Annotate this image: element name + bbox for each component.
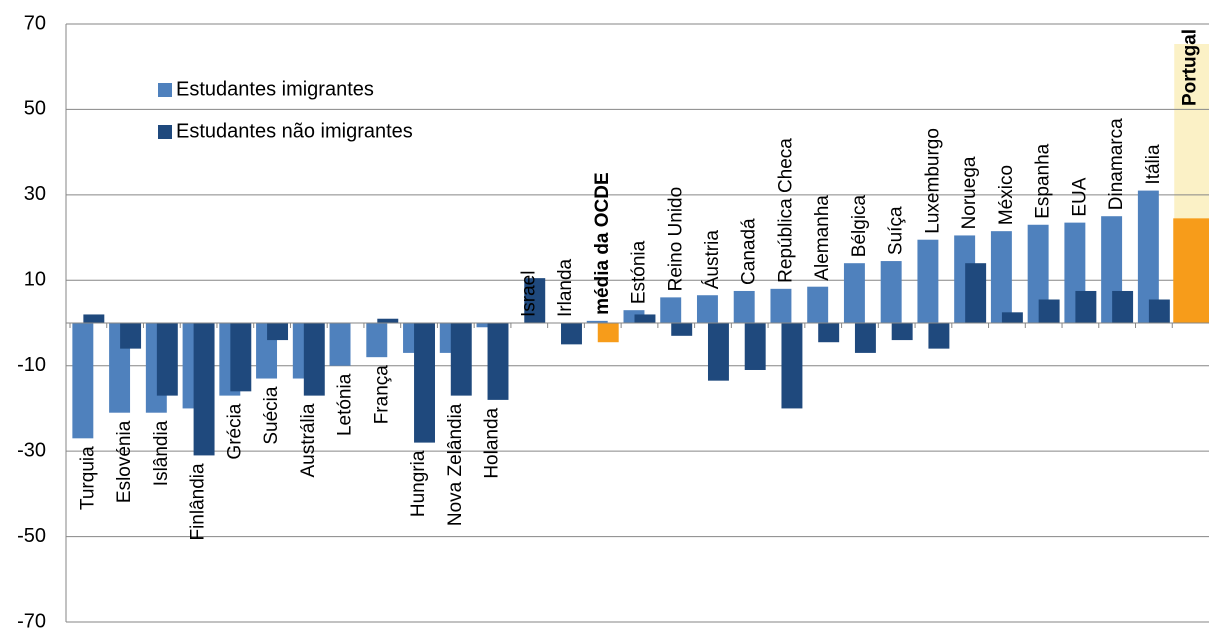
category-label: Grécia	[224, 403, 245, 459]
category-label: Canadá	[739, 218, 760, 285]
bar	[487, 323, 509, 400]
bar	[744, 323, 766, 370]
bar	[1038, 299, 1060, 323]
bar	[1027, 224, 1049, 323]
bar	[230, 323, 252, 392]
bar	[450, 323, 472, 396]
category-label: Letónia	[335, 373, 356, 436]
bar	[818, 323, 840, 343]
y-tick-label: -30	[17, 439, 46, 461]
y-tick-label: 30	[24, 183, 46, 205]
category-label: Estónia	[629, 240, 650, 304]
bar	[1137, 190, 1159, 323]
y-tick-label: -10	[17, 354, 46, 376]
bar	[990, 231, 1012, 323]
bar	[193, 323, 215, 456]
category-label: França	[371, 365, 392, 425]
category-label: média da OCDE	[592, 172, 613, 315]
bar	[781, 323, 803, 409]
bar	[1148, 299, 1170, 323]
category-label: Holanda	[482, 407, 503, 478]
category-label: Austrália	[298, 403, 319, 477]
category-label: República Checa	[775, 138, 796, 283]
category-label: México	[996, 165, 1017, 225]
category-label: Turquia	[77, 446, 98, 510]
bar	[634, 314, 656, 323]
bar	[770, 288, 792, 323]
bar	[524, 278, 546, 323]
bar	[880, 261, 902, 323]
category-label: Hungria	[408, 450, 429, 517]
bar	[965, 263, 987, 323]
y-tick-label: 70	[24, 12, 46, 34]
category-label: Suécia	[261, 386, 282, 445]
category-label: Áustria	[702, 230, 723, 290]
bar	[660, 297, 682, 323]
bar	[1173, 218, 1209, 323]
y-tick-label: -70	[17, 610, 46, 628]
bar	[707, 323, 729, 381]
bar	[414, 323, 435, 443]
legend-swatch	[158, 83, 172, 97]
y-tick-label: -50	[17, 525, 46, 547]
y-tick-label: 50	[24, 98, 46, 120]
bar	[1112, 290, 1134, 323]
y-tick-label: 10	[24, 269, 46, 291]
bar	[303, 323, 325, 396]
bar	[928, 323, 950, 349]
category-label: Eslovénia	[114, 420, 135, 503]
category-label: Islândia	[151, 420, 172, 486]
category-label: Bélgica	[849, 194, 870, 257]
bar	[267, 323, 289, 341]
category-label: Luxemburgo	[922, 128, 943, 234]
category-label: Dinamarca	[1106, 118, 1127, 210]
bar	[843, 263, 865, 323]
bar	[1075, 290, 1097, 323]
bar	[83, 314, 105, 323]
bar	[476, 323, 498, 328]
category-label: Alemanha	[812, 195, 833, 281]
bar	[733, 290, 755, 323]
legend-label: Estudantes imigrantes	[176, 78, 374, 100]
category-label: Irlanda	[555, 258, 576, 317]
bar	[377, 318, 399, 323]
bar	[561, 323, 582, 345]
bar	[120, 323, 142, 349]
category-label: Nova Zelândia	[445, 403, 466, 526]
bar	[366, 323, 388, 358]
bar	[696, 295, 718, 323]
bar	[917, 239, 939, 323]
bar	[1001, 312, 1023, 323]
category-label: Portugal	[1180, 29, 1201, 106]
bar	[854, 323, 876, 353]
legend-label: Estudantes não imigrantes	[176, 120, 413, 142]
category-label: Finlândia	[188, 463, 209, 541]
bar	[891, 323, 913, 341]
bar	[72, 323, 94, 439]
bar	[156, 323, 178, 396]
category-label: Noruega	[959, 156, 980, 229]
category-label: EUA	[1069, 177, 1090, 216]
bar	[597, 323, 619, 343]
bar	[807, 286, 829, 323]
bar	[329, 323, 351, 366]
category-label: Espanha	[1033, 143, 1054, 218]
legend-swatch	[158, 125, 172, 139]
category-label: Itália	[1143, 144, 1164, 185]
category-label: Suíça	[886, 206, 907, 255]
category-label: Reino Unido	[665, 187, 686, 292]
category-label: Israel	[518, 271, 539, 317]
bar	[586, 320, 608, 323]
bar	[671, 323, 693, 336]
